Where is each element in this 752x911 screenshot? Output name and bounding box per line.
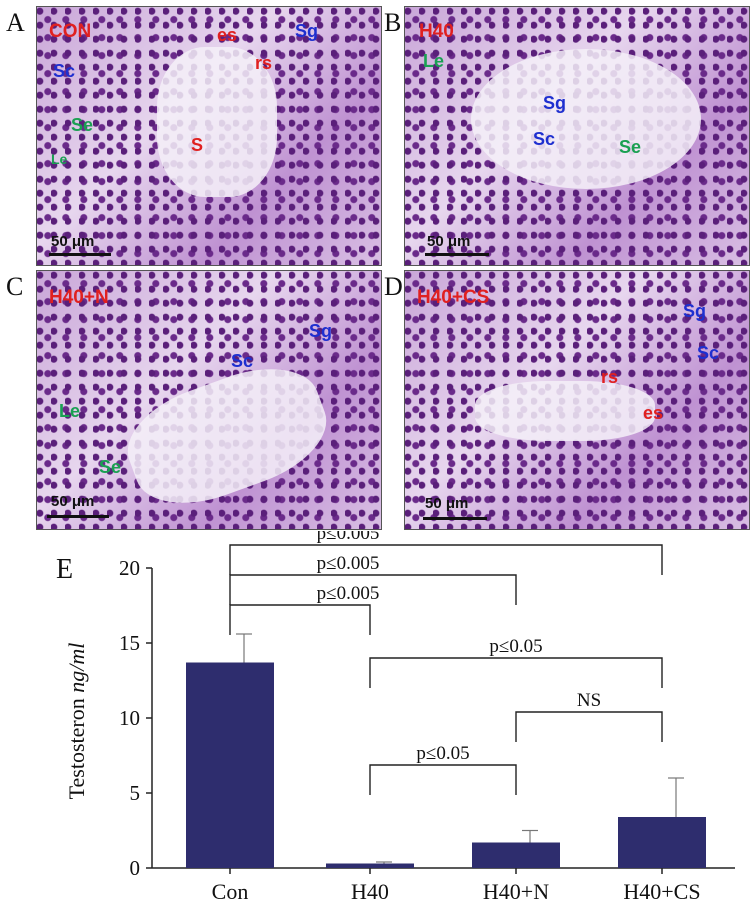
condition-label-b: H40 [419, 21, 454, 42]
micrograph-c: H40+N Sg Sc Le Se 50 μm [36, 270, 382, 530]
comparison-label: NS [577, 690, 601, 711]
label-es: es [217, 25, 238, 45]
label-sg: Sg [543, 93, 567, 113]
scale-bar-c [47, 515, 109, 518]
condition-label-c: H40+N [49, 287, 109, 308]
comparison-bracket [229, 574, 517, 605]
y-tick-label: 10 [119, 706, 140, 730]
label-le: Le [51, 151, 68, 167]
label-se: Se [71, 115, 94, 135]
label-sc: Sc [53, 61, 76, 81]
condition-label-a: CON [49, 21, 92, 42]
label-rs: rs [601, 367, 619, 387]
label-sg: Sg [295, 21, 319, 41]
y-tick-label: 0 [130, 856, 141, 880]
y-axis-label: Testosteron ng/ml [64, 643, 89, 800]
label-sc: Sc [231, 351, 254, 371]
micrograph-b: H40 Le Sg Sc Se 50 μm [404, 6, 750, 266]
significance-brackets: p≤0.005 p≤0.005 p≤0.005 p≤0.05 NS p≤0.05 [229, 531, 663, 795]
comparison-bracket [369, 657, 663, 688]
label-se: Se [99, 457, 122, 477]
micrograph-a: CON es Sg Sc rs Se S Le 50 μm [36, 6, 382, 266]
y-tick-label: 20 [119, 556, 140, 580]
condition-label-d: H40+CS [417, 287, 490, 308]
scale-bar-d [423, 517, 487, 520]
panel-letter-d: D [384, 272, 403, 301]
comparison-label: p≤0.005 [317, 531, 380, 544]
y-tick-label: 5 [130, 781, 141, 805]
micrograph-d: H40+CS Sg Sc rs es 50 μm [404, 270, 750, 530]
y-tick-label: 15 [119, 631, 140, 655]
comparison-bracket [229, 604, 371, 635]
label-le: Le [59, 401, 81, 421]
scale-label-d: 50 μm [425, 495, 469, 512]
comparison-label: p≤0.005 [317, 553, 380, 574]
comparison-label: p≤0.05 [416, 743, 469, 764]
panel-letter-e: E [56, 554, 74, 585]
label-sg: Sg [309, 321, 333, 341]
label-rs: rs [255, 53, 273, 73]
panel-letter-a: A [6, 8, 25, 37]
chart-axes: 0 5 10 15 20 Con H40 H40+N H40+CS [119, 556, 735, 904]
scale-bar-a [49, 253, 111, 256]
label-se: Se [619, 137, 642, 157]
bar-H40+CS [618, 817, 706, 868]
comparison-bracket [515, 711, 663, 742]
x-tick-label: Con [212, 879, 249, 904]
y-axis-label-main: Testosteron [64, 698, 89, 799]
comparison-label: p≤0.05 [489, 636, 542, 657]
tubule-lumen [157, 47, 277, 197]
label-sg: Sg [683, 301, 707, 321]
bar-H40+N [472, 842, 560, 868]
label-sc: Sc [533, 129, 556, 149]
comparison-bracket [369, 764, 517, 795]
comparison-bracket [229, 544, 663, 575]
scale-label-c: 50 μm [51, 493, 95, 510]
tubule-lumen [471, 49, 701, 189]
comparison-label: p≤0.005 [317, 583, 380, 604]
y-axis-label-unit: ng/ml [64, 643, 89, 693]
x-tick-label: H40 [351, 879, 389, 904]
panel-letter-b: B [384, 8, 402, 37]
label-s: S [191, 135, 204, 155]
scale-label-a: 50 μm [51, 233, 95, 250]
label-sc: Sc [697, 343, 720, 363]
x-tick-label: H40+CS [623, 879, 700, 904]
bar-H40 [326, 863, 414, 868]
chart-bars [186, 633, 706, 868]
scale-label-b: 50 μm [427, 233, 471, 250]
label-le: Le [423, 51, 445, 71]
bar-Con [186, 662, 274, 868]
x-tick-label: H40+N [483, 879, 549, 904]
tubule-lumen [475, 381, 655, 441]
tubule-lumen [114, 350, 340, 522]
panel-letter-c: C [6, 272, 24, 301]
label-es: es [643, 403, 664, 423]
scale-bar-b [425, 253, 489, 256]
